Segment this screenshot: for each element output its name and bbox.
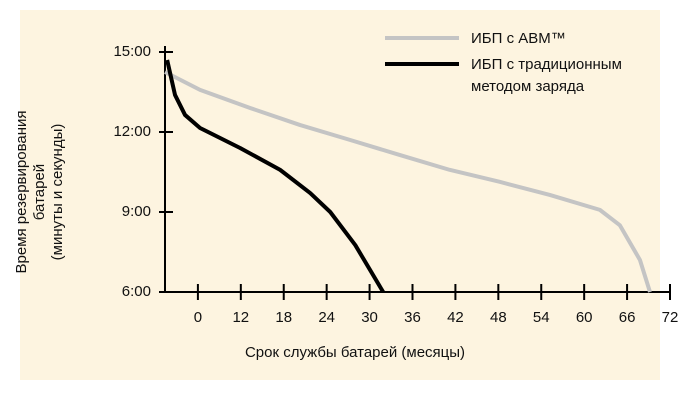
x-tick-label: 0 <box>194 309 202 326</box>
x-tick-label: 24 <box>318 309 335 326</box>
x-tick-label: 54 <box>533 309 550 326</box>
y-axis-label-line: (минуты и секунды) <box>49 124 66 261</box>
y-axis-label-line: Время резервирования <box>13 110 30 273</box>
series-line <box>165 59 385 294</box>
y-tick-label: 9:00 <box>122 203 151 220</box>
legend-swatch <box>385 36 459 40</box>
y-tick-label: 6:00 <box>122 283 151 300</box>
x-tick-label: 72 <box>662 309 679 326</box>
x-tick-label: 12 <box>232 309 249 326</box>
legend-label: ИБП с ABM™ <box>471 30 566 47</box>
x-tick-label: 60 <box>576 309 593 326</box>
legend-item: ИБП с ABM™ <box>385 28 675 50</box>
y-tick-label: 15:00 <box>113 43 151 60</box>
legend-item: ИБП с традиционным методом заряда <box>385 54 675 98</box>
x-tick-label: 66 <box>619 309 636 326</box>
x-tick-label: 48 <box>490 309 507 326</box>
y-axis-label-line: батарей <box>31 164 48 220</box>
y-axis-label: Время резервированиябатарей(минуты и сек… <box>13 110 66 273</box>
x-tick-label: 30 <box>361 309 378 326</box>
legend-swatch <box>385 62 459 66</box>
x-tick-label: 18 <box>275 309 292 326</box>
x-tick-label: 36 <box>404 309 421 326</box>
legend: ИБП с ABM™ ИБП с традиционным методом зар… <box>385 28 675 102</box>
series-line <box>164 70 652 293</box>
y-tick-label: 12:00 <box>113 123 151 140</box>
x-axis-label: Срок службы батарей (месяцы) <box>245 344 465 361</box>
x-tick-label: 42 <box>447 309 464 326</box>
legend-label: ИБП с традиционным методом заряда <box>471 56 622 95</box>
